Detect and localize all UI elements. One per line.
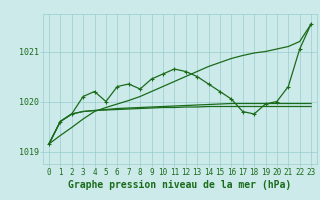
X-axis label: Graphe pression niveau de la mer (hPa): Graphe pression niveau de la mer (hPa) — [68, 180, 292, 190]
